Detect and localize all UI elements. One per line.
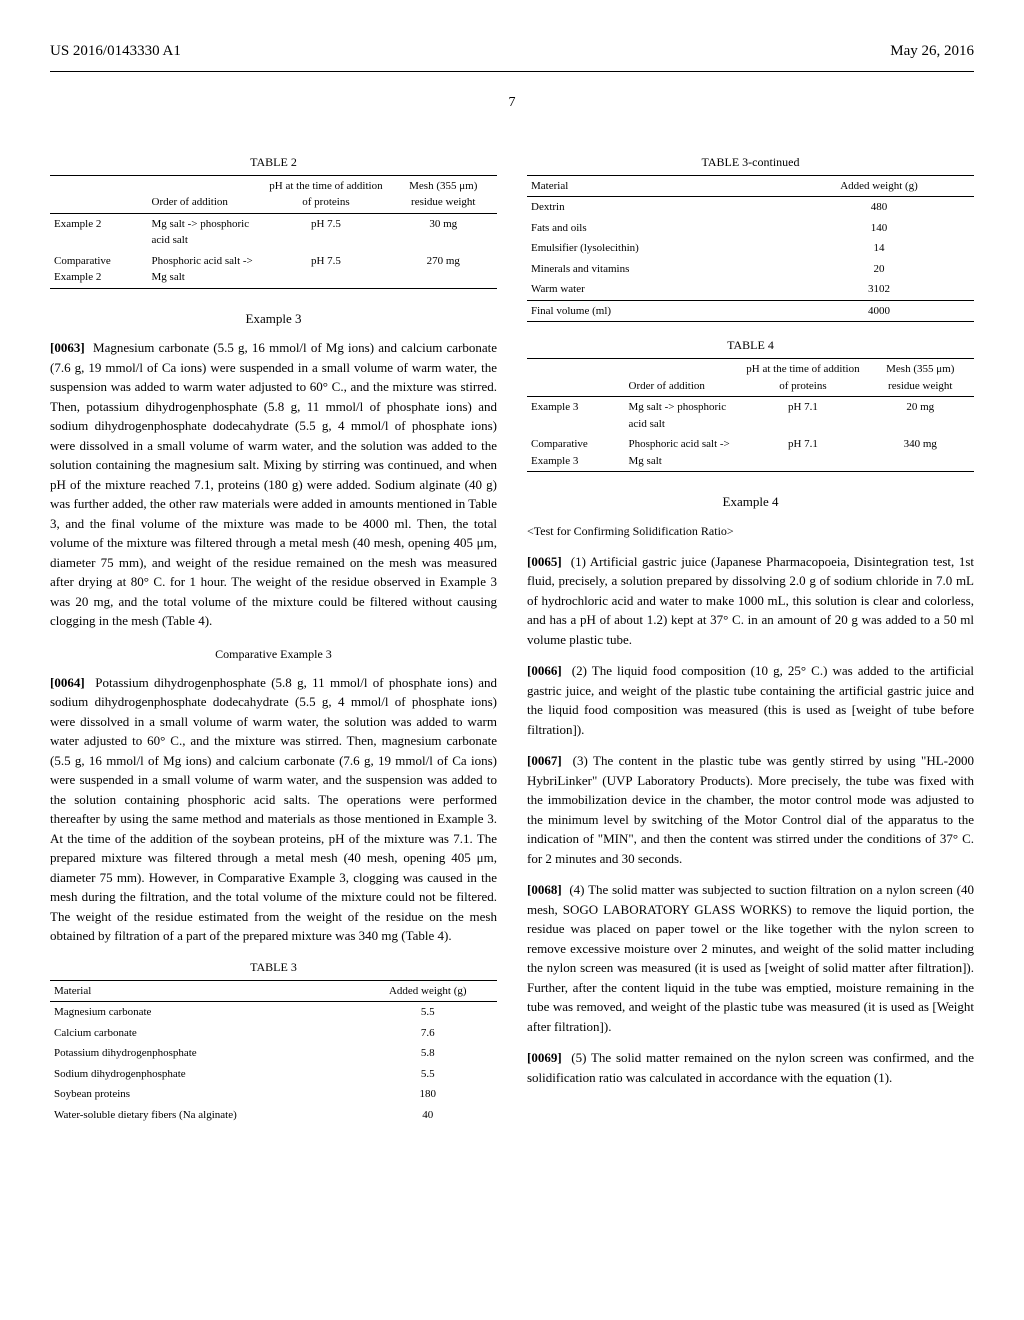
td: 40 — [359, 1105, 497, 1126]
header-rule — [50, 71, 974, 72]
td: 30 mg — [390, 213, 497, 251]
td: Soybean proteins — [50, 1084, 359, 1105]
table3-caption: TABLE 3 — [50, 958, 497, 976]
td: 7.6 — [359, 1023, 497, 1044]
content-columns: TABLE 2 Order of addition pH at the time… — [50, 143, 974, 1140]
para-text: (2) The liquid food composition (10 g, 2… — [527, 663, 974, 737]
td: 340 mg — [867, 434, 974, 472]
example4-title: Example 4 — [527, 492, 974, 512]
para-text: (1) Artificial gastric juice (Japanese P… — [527, 554, 974, 647]
right-column: TABLE 3-continued Material Added weight … — [527, 143, 974, 1140]
th: Material — [527, 175, 784, 197]
td: 5.5 — [359, 1064, 497, 1085]
paragraph: [0065] (1) Artificial gastric juice (Jap… — [527, 552, 974, 650]
para-label: [0063] — [50, 340, 85, 355]
th: Added weight (g) — [359, 980, 497, 1002]
td: Example 2 — [50, 213, 148, 251]
td: 5.8 — [359, 1043, 497, 1064]
example4-subtitle: <Test for Confirming Solidification Rati… — [527, 522, 974, 540]
paragraph: [0066] (2) The liquid food composition (… — [527, 661, 974, 739]
table3-continued: Material Added weight (g) Dextrin480 Fat… — [527, 175, 974, 323]
th: Mesh (355 μm) residue weight — [390, 175, 497, 213]
td: Emulsifier (lysolecithin) — [527, 238, 784, 259]
th: pH at the time of addition of proteins — [739, 359, 866, 397]
doc-date: May 26, 2016 — [890, 40, 974, 63]
td: Mg salt -> phosphoric acid salt — [148, 213, 263, 251]
th: pH at the time of addition of proteins — [262, 175, 389, 213]
td: Dextrin — [527, 197, 784, 218]
para-text: Potassium dihydrogenphosphate (5.8 g, 11… — [50, 675, 497, 944]
td: 140 — [784, 218, 974, 239]
para-label: [0066] — [527, 663, 562, 678]
td: 3102 — [784, 279, 974, 300]
td: Potassium dihydrogenphosphate — [50, 1043, 359, 1064]
paragraph: [0068] (4) The solid matter was subjecte… — [527, 880, 974, 1036]
td: 14 — [784, 238, 974, 259]
td: Comparative Example 2 — [50, 251, 148, 289]
td: Phosphoric acid salt -> Mg salt — [625, 434, 740, 472]
comp3-title: Comparative Example 3 — [50, 645, 497, 663]
td: 270 mg — [390, 251, 497, 289]
td: 5.5 — [359, 1002, 497, 1023]
td: Fats and oils — [527, 218, 784, 239]
th — [527, 359, 625, 397]
page-header: US 2016/0143330 A1 May 26, 2016 — [50, 40, 974, 63]
td: Water-soluble dietary fibers (Na alginat… — [50, 1105, 359, 1126]
table3: Material Added weight (g) Magnesium carb… — [50, 980, 497, 1126]
th: Order of addition — [625, 359, 740, 397]
example3-title: Example 3 — [50, 309, 497, 329]
td: Comparative Example 3 — [527, 434, 625, 472]
th — [50, 175, 148, 213]
td: Phosphoric acid salt -> Mg salt — [148, 251, 263, 289]
table3cont-caption: TABLE 3-continued — [527, 153, 974, 171]
td: Warm water — [527, 279, 784, 300]
td: Example 3 — [527, 397, 625, 435]
paragraph: [0063] Magnesium carbonate (5.5 g, 16 mm… — [50, 338, 497, 631]
doc-number: US 2016/0143330 A1 — [50, 40, 181, 63]
para-text: (4) The solid matter was subjected to su… — [527, 882, 974, 1034]
td: Minerals and vitamins — [527, 259, 784, 280]
td: 4000 — [784, 300, 974, 322]
table4-caption: TABLE 4 — [527, 336, 974, 354]
td: pH 7.5 — [262, 213, 389, 251]
th: Mesh (355 μm) residue weight — [867, 359, 974, 397]
para-text: Magnesium carbonate (5.5 g, 16 mmol/l of… — [50, 340, 497, 628]
td: 20 — [784, 259, 974, 280]
para-text: (3) The content in the plastic tube was … — [527, 753, 974, 866]
para-label: [0065] — [527, 554, 562, 569]
para-label: [0069] — [527, 1050, 562, 1065]
td: 480 — [784, 197, 974, 218]
td: pH 7.1 — [739, 434, 866, 472]
paragraph: [0064] Potassium dihydrogenphosphate (5.… — [50, 673, 497, 946]
td: Mg salt -> phosphoric acid salt — [625, 397, 740, 435]
td: 180 — [359, 1084, 497, 1105]
para-text: (5) The solid matter remained on the nyl… — [527, 1050, 974, 1085]
td: Magnesium carbonate — [50, 1002, 359, 1023]
left-column: TABLE 2 Order of addition pH at the time… — [50, 143, 497, 1140]
para-label: [0064] — [50, 675, 85, 690]
table2: Order of addition pH at the time of addi… — [50, 175, 497, 289]
th: Added weight (g) — [784, 175, 974, 197]
td: Sodium dihydrogenphosphate — [50, 1064, 359, 1085]
td: Final volume (ml) — [527, 300, 784, 322]
th: Material — [50, 980, 359, 1002]
para-label: [0067] — [527, 753, 562, 768]
page-number: 7 — [50, 92, 974, 113]
paragraph: [0069] (5) The solid matter remained on … — [527, 1048, 974, 1087]
table2-caption: TABLE 2 — [50, 153, 497, 171]
paragraph: [0067] (3) The content in the plastic tu… — [527, 751, 974, 868]
table4: Order of addition pH at the time of addi… — [527, 358, 974, 472]
para-label: [0068] — [527, 882, 562, 897]
th: Order of addition — [148, 175, 263, 213]
td: 20 mg — [867, 397, 974, 435]
td: Calcium carbonate — [50, 1023, 359, 1044]
td: pH 7.1 — [739, 397, 866, 435]
td: pH 7.5 — [262, 251, 389, 289]
